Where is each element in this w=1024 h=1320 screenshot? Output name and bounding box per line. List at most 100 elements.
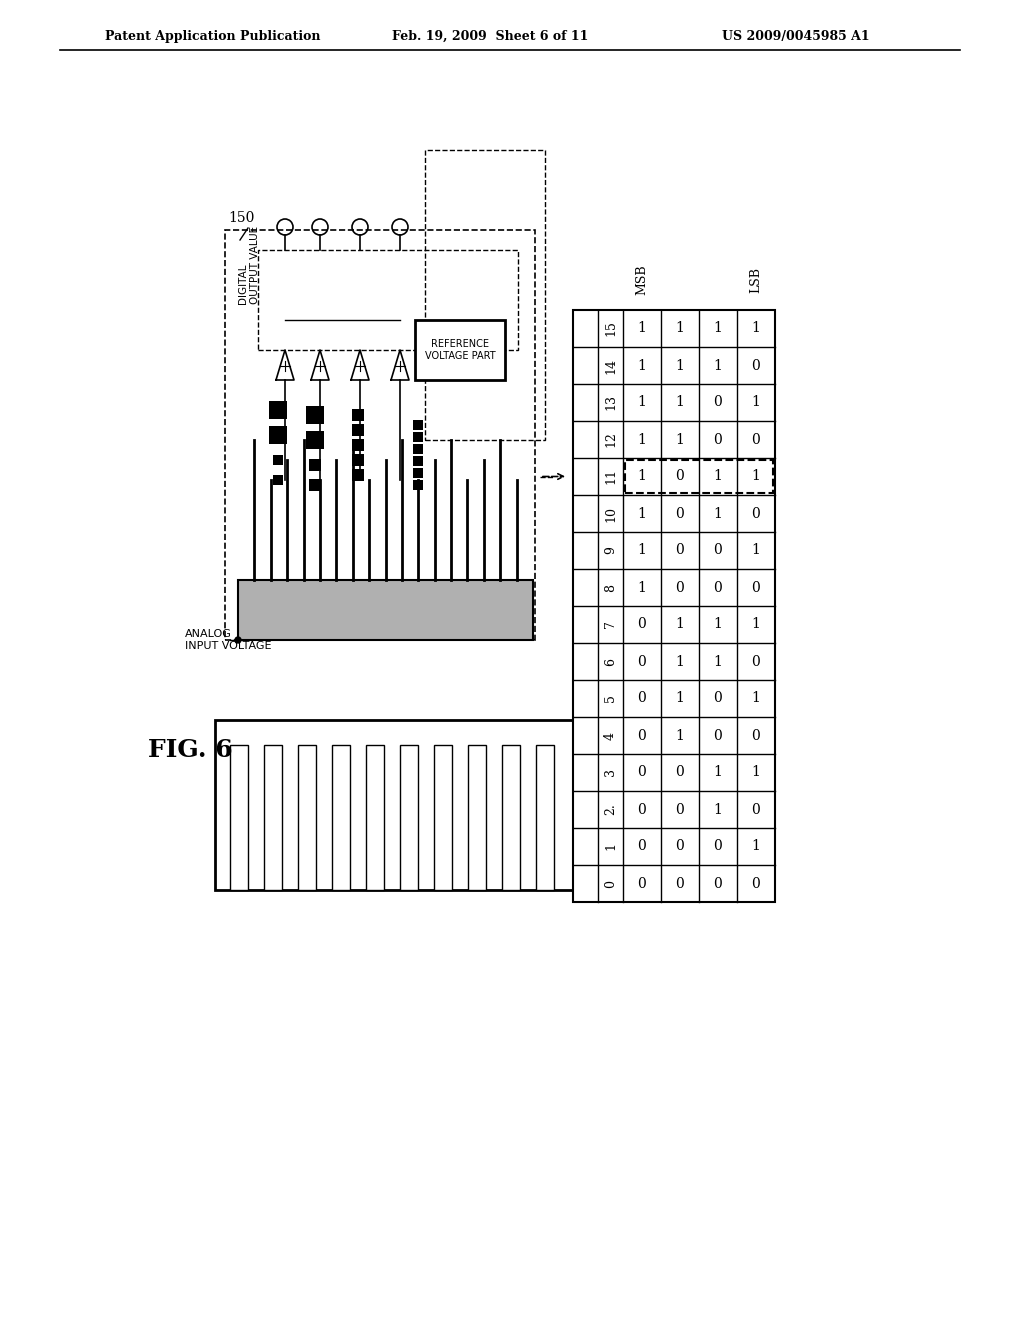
Text: 1: 1 <box>714 507 723 520</box>
Bar <box>352 440 364 451</box>
Bar <box>625 459 773 492</box>
Bar <box>352 454 364 466</box>
Bar <box>536 744 554 890</box>
Text: 0: 0 <box>676 766 684 780</box>
Text: US 2009/0045985 A1: US 2009/0045985 A1 <box>722 30 870 44</box>
Text: 1: 1 <box>638 359 646 372</box>
Text: 1: 1 <box>752 470 761 483</box>
Text: 1: 1 <box>638 396 646 409</box>
Text: 0: 0 <box>676 507 684 520</box>
Text: 11: 11 <box>604 469 617 484</box>
Text: 3: 3 <box>604 768 617 776</box>
Text: 1: 1 <box>752 618 761 631</box>
Text: 13: 13 <box>604 395 617 411</box>
Text: ANALOG
INPUT VOLTAGE: ANALOG INPUT VOLTAGE <box>185 628 271 651</box>
Text: FIG. 6: FIG. 6 <box>148 738 232 762</box>
Bar <box>502 744 520 890</box>
Bar <box>415 319 505 380</box>
Bar <box>425 150 545 440</box>
Bar <box>273 475 283 484</box>
Text: 0: 0 <box>752 433 761 446</box>
Bar <box>352 424 364 436</box>
Text: 0: 0 <box>676 581 684 594</box>
Text: 0: 0 <box>676 544 684 557</box>
Text: 0: 0 <box>714 840 722 854</box>
Bar <box>306 432 324 449</box>
Text: 0: 0 <box>638 655 646 668</box>
Text: Feb. 19, 2009  Sheet 6 of 11: Feb. 19, 2009 Sheet 6 of 11 <box>392 30 588 44</box>
Bar <box>366 744 384 890</box>
Text: 4: 4 <box>604 731 617 739</box>
Bar <box>258 249 518 350</box>
Text: 0: 0 <box>638 840 646 854</box>
Text: 1: 1 <box>752 544 761 557</box>
Text: 0: 0 <box>714 581 722 594</box>
Text: 1: 1 <box>714 618 723 631</box>
Text: 0: 0 <box>714 544 722 557</box>
Bar <box>264 744 282 890</box>
Text: 1: 1 <box>752 692 761 705</box>
Text: 0: 0 <box>638 618 646 631</box>
Text: 2.: 2. <box>604 804 617 816</box>
Text: 1: 1 <box>676 359 684 372</box>
Text: 0: 0 <box>676 803 684 817</box>
Text: 1: 1 <box>676 396 684 409</box>
Text: 1: 1 <box>638 581 646 594</box>
Bar <box>413 469 423 478</box>
Bar <box>269 426 287 444</box>
Text: 1: 1 <box>638 470 646 483</box>
Bar <box>309 479 321 491</box>
Text: 0: 0 <box>752 507 761 520</box>
Text: 0: 0 <box>638 803 646 817</box>
Bar <box>332 744 350 890</box>
Text: 1: 1 <box>752 396 761 409</box>
Text: 1: 1 <box>714 470 723 483</box>
Text: 1: 1 <box>714 322 723 335</box>
Text: 5: 5 <box>604 694 617 702</box>
Text: 9: 9 <box>604 546 617 554</box>
Text: 0: 0 <box>752 803 761 817</box>
Text: 1: 1 <box>638 544 646 557</box>
Bar <box>352 409 364 421</box>
Text: 0: 0 <box>752 359 761 372</box>
Text: 0: 0 <box>714 692 722 705</box>
Text: 8: 8 <box>604 583 617 591</box>
Text: 0: 0 <box>714 396 722 409</box>
Bar <box>309 459 321 471</box>
Bar <box>413 455 423 466</box>
Text: 1: 1 <box>714 655 723 668</box>
Bar <box>273 455 283 465</box>
Text: 1: 1 <box>714 359 723 372</box>
Text: 1: 1 <box>676 618 684 631</box>
Bar <box>269 401 287 418</box>
Text: 1: 1 <box>752 322 761 335</box>
Text: 0: 0 <box>676 470 684 483</box>
Text: 0: 0 <box>638 876 646 891</box>
Bar <box>434 744 452 890</box>
Bar <box>573 310 775 902</box>
Text: 0: 0 <box>676 840 684 854</box>
Text: 0: 0 <box>604 879 617 887</box>
Text: 14: 14 <box>604 358 617 374</box>
Text: 1: 1 <box>714 803 723 817</box>
Text: 1: 1 <box>752 766 761 780</box>
Text: 0: 0 <box>752 655 761 668</box>
Bar <box>306 407 324 424</box>
Text: Patent Application Publication: Patent Application Publication <box>105 30 321 44</box>
Bar <box>413 420 423 430</box>
Text: 1: 1 <box>714 766 723 780</box>
Text: 0: 0 <box>638 729 646 742</box>
Text: 0: 0 <box>714 876 722 891</box>
Text: 0: 0 <box>714 433 722 446</box>
Bar <box>400 744 418 890</box>
Text: 0: 0 <box>752 581 761 594</box>
Text: 1: 1 <box>676 729 684 742</box>
Bar <box>298 744 316 890</box>
Bar <box>413 444 423 454</box>
Bar <box>468 744 486 890</box>
Text: 10: 10 <box>604 506 617 521</box>
Text: 0: 0 <box>676 876 684 891</box>
Text: 150: 150 <box>228 211 254 224</box>
Text: 0: 0 <box>714 729 722 742</box>
Text: 1: 1 <box>676 655 684 668</box>
